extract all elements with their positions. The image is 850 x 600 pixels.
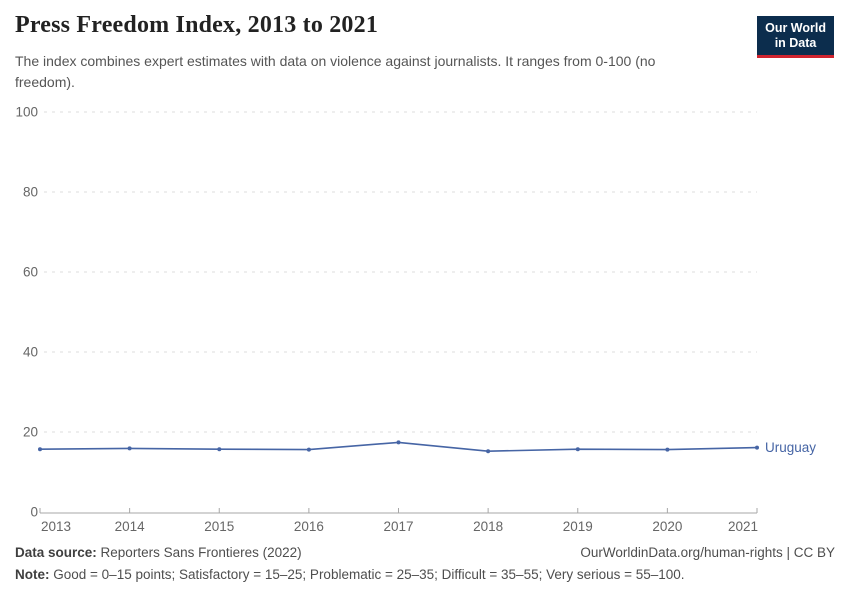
x-tick-label-2020: 2020	[652, 519, 682, 534]
x-tick-label-2016: 2016	[294, 519, 324, 534]
data-source-label: Data source:	[15, 545, 97, 560]
x-tick-label-2019: 2019	[563, 519, 593, 534]
owid-logo-line1: Our World	[765, 21, 826, 35]
y-tick-label-40: 40	[23, 345, 38, 360]
data-point-uruguay-2019[interactable]	[575, 447, 580, 452]
chart-note: Note: Good = 0–15 points; Satisfactory =…	[15, 565, 835, 585]
note-value: Good = 0–15 points; Satisfactory = 15–25…	[53, 567, 685, 583]
y-tick-label-80: 80	[23, 185, 38, 200]
data-point-uruguay-2020[interactable]	[665, 447, 670, 452]
series-label-uruguay[interactable]: Uruguay	[765, 440, 816, 455]
x-tick-label-2021: 2021	[728, 519, 758, 534]
chart-footer: Data source: Reporters Sans Frontieres (…	[15, 543, 835, 586]
x-tick-label-2017: 2017	[383, 519, 413, 534]
y-tick-label-20: 20	[23, 425, 38, 440]
data-source-value: Reporters Sans Frontieres (2022)	[100, 545, 302, 560]
chart-subtitle: The index combines expert estimates with…	[15, 53, 656, 90]
data-point-uruguay-2013[interactable]	[38, 447, 42, 452]
data-point-uruguay-2018[interactable]	[486, 449, 491, 454]
owid-license-link[interactable]: OurWorldinData.org/human-rights | CC BY	[580, 545, 835, 560]
y-tick-label-100: 100	[15, 105, 38, 120]
x-tick-label-2015: 2015	[204, 519, 234, 534]
data-point-uruguay-2015[interactable]	[217, 447, 222, 452]
owid-logo[interactable]: Our World in Data	[757, 16, 834, 58]
note-label: Note:	[15, 567, 50, 583]
data-point-uruguay-2021[interactable]	[755, 445, 759, 450]
data-point-uruguay-2017[interactable]	[396, 440, 401, 445]
data-point-uruguay-2016[interactable]	[306, 447, 311, 452]
x-tick-label-2014: 2014	[115, 519, 146, 534]
y-tick-label-60: 60	[23, 265, 38, 280]
y-tick-label-0: 0	[30, 505, 38, 520]
x-tick-label-2013: 2013	[41, 519, 71, 534]
data-source: Data source: Reporters Sans Frontieres (…	[15, 543, 302, 563]
x-tick-label-2018: 2018	[473, 519, 503, 534]
owid-logo-line2: in Data	[774, 36, 817, 50]
data-point-uruguay-2014[interactable]	[127, 446, 132, 451]
page-title: Press Freedom Index, 2013 to 2021	[15, 12, 379, 38]
